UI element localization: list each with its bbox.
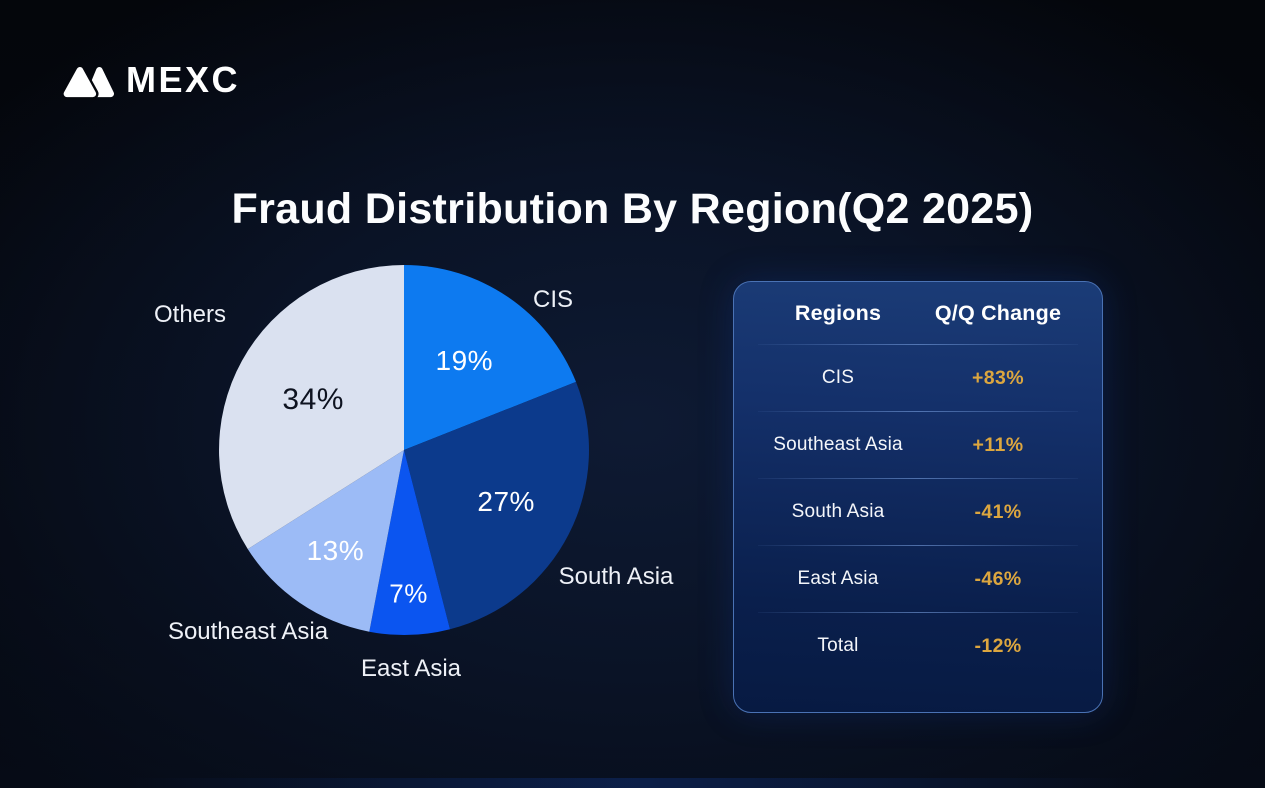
region-cell: CIS xyxy=(821,367,855,388)
table-row-total: Total -12% xyxy=(758,613,1078,679)
table-separator xyxy=(758,344,1078,345)
change-cell: +11% xyxy=(972,433,1024,456)
mexc-logo-text: MEXC xyxy=(126,59,241,100)
change-cell: -12% xyxy=(974,634,1022,657)
table-row-south-asia: South Asia -41% xyxy=(758,479,1078,545)
pie-category-label-east-asia: East Asia xyxy=(360,655,462,682)
change-cell: -41% xyxy=(974,500,1022,523)
pie-value-label-southeast-asia: 13% xyxy=(306,534,365,566)
pie-category-label-cis: CIS xyxy=(532,286,574,313)
pie-slice-others xyxy=(219,265,404,550)
table-body: CIS +83% Southeast Asia +11% South Asia -41% E… xyxy=(734,345,1102,679)
table-row-southeast-asia: Southeast Asia +11% xyxy=(758,412,1078,478)
table-column-regions: Regions xyxy=(794,300,882,325)
region-cell: South Asia xyxy=(791,501,885,522)
table-header-row: Regions Q/Q Change xyxy=(758,282,1078,344)
table-row-cis: CIS +83% xyxy=(758,345,1078,411)
change-cell: -46% xyxy=(974,567,1022,590)
qq-change-table-card: Regions Q/Q Change CIS +83% Southeast Asia… xyxy=(733,281,1103,713)
table-separator xyxy=(758,411,1078,412)
mexc-logo-icon xyxy=(62,64,114,100)
table-separator xyxy=(758,478,1078,479)
pie-category-label-others: Others xyxy=(153,301,227,328)
pie-value-label-south-asia: 27% xyxy=(477,486,535,518)
region-cell: Total xyxy=(817,635,859,656)
pie-value-label-east-asia: 7% xyxy=(389,578,428,609)
pie-value-label-others: 34% xyxy=(282,383,344,417)
table-separator xyxy=(758,612,1078,613)
table-row-east-asia: East Asia -46% xyxy=(758,546,1078,612)
pie-value-label-cis: 19% xyxy=(435,345,494,377)
region-cell: East Asia xyxy=(797,568,879,589)
change-cell: +83% xyxy=(971,366,1025,389)
region-cell: Southeast Asia xyxy=(773,434,903,455)
pie-category-label-south-asia: South Asia xyxy=(558,563,674,590)
page-title: Fraud Distribution By Region(Q2 2025) xyxy=(231,184,1034,233)
table-separator xyxy=(758,545,1078,546)
pie-slice-south-asia xyxy=(404,381,589,630)
table-column-qq-change: Q/Q Change xyxy=(934,300,1062,325)
pie-slice-cis xyxy=(404,265,576,450)
mexc-logo: MEXC xyxy=(62,58,240,102)
pie-category-label-southeast-asia: Southeast Asia xyxy=(167,618,329,645)
pie-slice-east-asia xyxy=(369,450,450,635)
pie-slice-southeast-asia xyxy=(247,450,404,632)
